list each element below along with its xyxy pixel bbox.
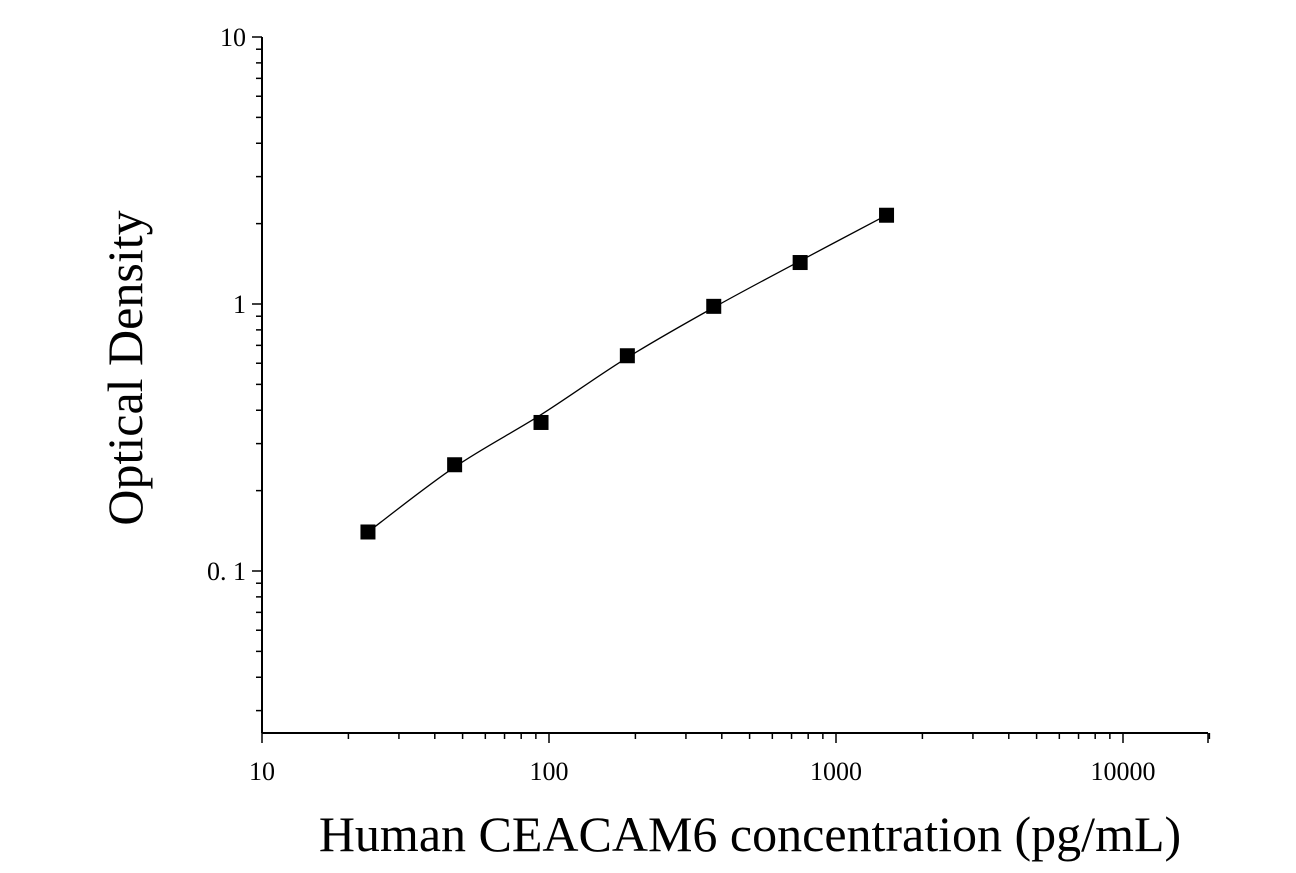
data-point [792, 255, 808, 271]
data-point [360, 524, 376, 540]
x-tick-label: 10000 [1091, 757, 1156, 786]
data-point [447, 457, 463, 473]
y-axis-title: Optical Density [97, 210, 153, 525]
data-point [706, 298, 722, 314]
x-axis-title: Human CEACAM6 concentration (pg/mL) [319, 806, 1181, 862]
y-tick-label: 0. 1 [207, 557, 246, 586]
data-point [619, 348, 635, 364]
y-tick-label: 10 [220, 23, 246, 52]
x-tick-label: 1000 [810, 757, 862, 786]
y-tick-label: 1 [233, 290, 246, 319]
axes: 10 100 1000 10000 0. 1 1 10 [207, 23, 1211, 786]
data-points [360, 207, 895, 540]
data-point [879, 207, 895, 223]
fit-curve [367, 214, 887, 533]
x-tick-label: 10 [249, 757, 275, 786]
fit-curve-group [367, 214, 887, 533]
x-tick-label: 100 [530, 757, 569, 786]
data-point [533, 414, 549, 430]
